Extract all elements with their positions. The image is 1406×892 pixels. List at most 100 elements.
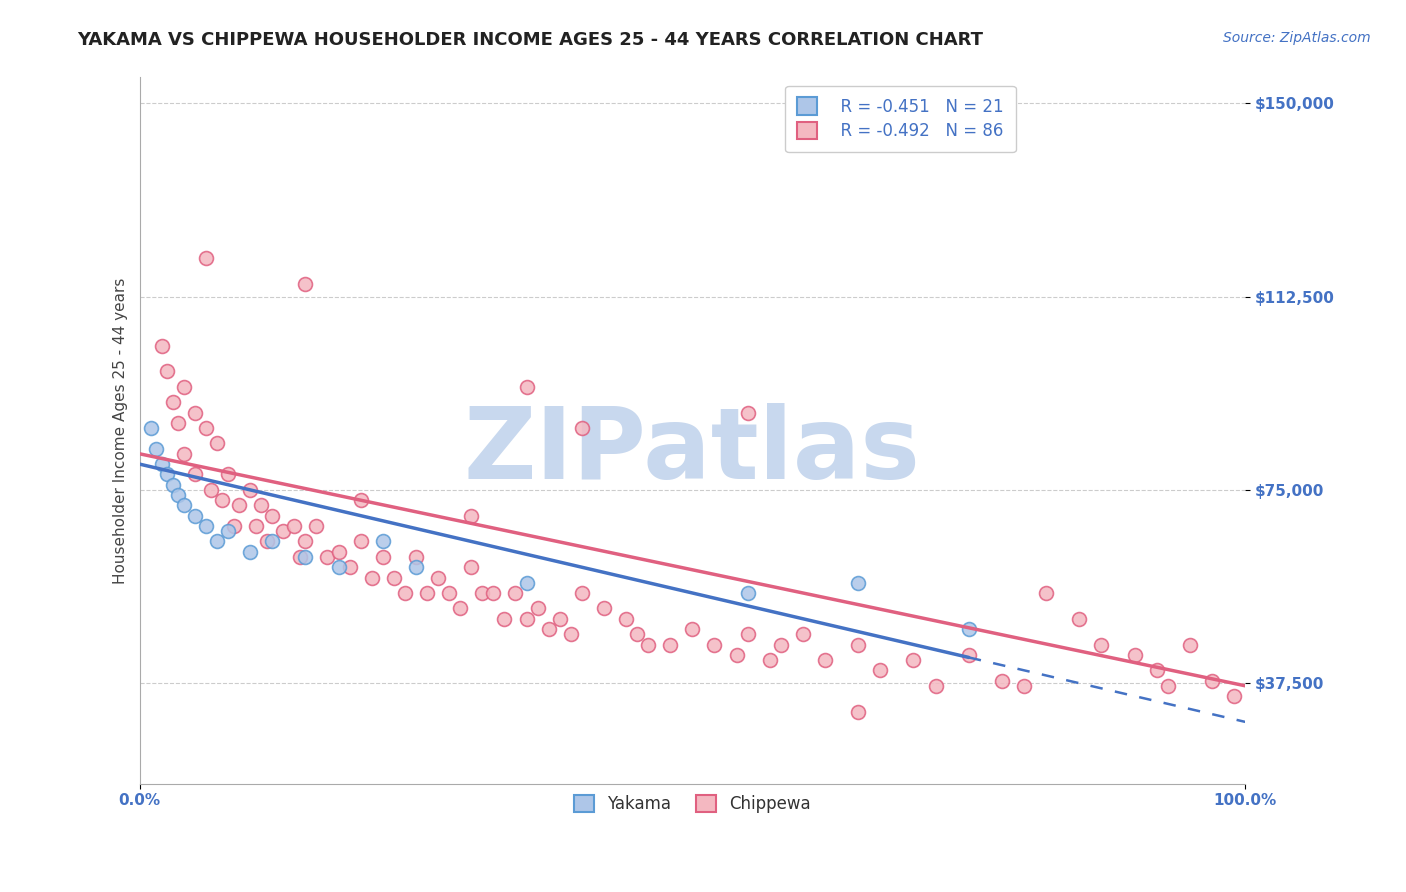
Point	[350, 493, 373, 508]
Point	[245, 519, 267, 533]
Point	[548, 612, 571, 626]
Text: ZIPatlas: ZIPatlas	[464, 403, 921, 500]
Point	[382, 570, 405, 584]
Point	[1223, 689, 1246, 703]
Point	[924, 679, 946, 693]
Point	[427, 570, 450, 584]
Point	[792, 627, 814, 641]
Point	[150, 338, 173, 352]
Point	[194, 421, 217, 435]
Point	[328, 545, 350, 559]
Point	[262, 534, 284, 549]
Point	[271, 524, 294, 538]
Point	[593, 601, 616, 615]
Point	[156, 467, 179, 482]
Point	[173, 499, 195, 513]
Point	[725, 648, 748, 662]
Point	[737, 586, 759, 600]
Point	[405, 560, 427, 574]
Point	[626, 627, 648, 641]
Point	[494, 612, 516, 626]
Point	[482, 586, 505, 600]
Point	[614, 612, 637, 626]
Point	[184, 405, 207, 419]
Point	[571, 421, 593, 435]
Point	[526, 601, 548, 615]
Point	[1090, 638, 1112, 652]
Point	[283, 519, 305, 533]
Point	[156, 364, 179, 378]
Point	[205, 534, 228, 549]
Point	[205, 436, 228, 450]
Point	[560, 627, 582, 641]
Point	[1069, 612, 1091, 626]
Point	[162, 395, 184, 409]
Point	[505, 586, 527, 600]
Point	[991, 673, 1014, 688]
Point	[1035, 586, 1057, 600]
Point	[659, 638, 682, 652]
Point	[957, 622, 980, 636]
Point	[846, 705, 869, 719]
Point	[1146, 663, 1168, 677]
Y-axis label: Householder Income Ages 25 - 44 years: Householder Income Ages 25 - 44 years	[114, 277, 128, 583]
Point	[515, 380, 537, 394]
Point	[222, 519, 245, 533]
Point	[239, 545, 262, 559]
Point	[957, 648, 980, 662]
Point	[460, 560, 482, 574]
Point	[371, 534, 394, 549]
Point	[637, 638, 659, 652]
Point	[515, 575, 537, 590]
Point	[328, 560, 350, 574]
Legend: Yakama, Chippewa: Yakama, Chippewa	[562, 783, 823, 825]
Point	[846, 575, 869, 590]
Point	[1012, 679, 1035, 693]
Point	[371, 549, 394, 564]
Point	[703, 638, 725, 652]
Point	[869, 663, 891, 677]
Point	[360, 570, 382, 584]
Point	[200, 483, 222, 497]
Point	[194, 251, 217, 265]
Point	[405, 549, 427, 564]
Point	[167, 488, 190, 502]
Point	[173, 380, 195, 394]
Point	[737, 627, 759, 641]
Point	[769, 638, 792, 652]
Point	[145, 442, 167, 456]
Point	[139, 421, 162, 435]
Point	[471, 586, 494, 600]
Point	[1157, 679, 1180, 693]
Point	[903, 653, 925, 667]
Point	[173, 447, 195, 461]
Text: Source: ZipAtlas.com: Source: ZipAtlas.com	[1223, 31, 1371, 45]
Point	[1201, 673, 1223, 688]
Point	[350, 534, 373, 549]
Point	[211, 493, 233, 508]
Point	[416, 586, 439, 600]
Point	[239, 483, 262, 497]
Point	[167, 416, 190, 430]
Point	[681, 622, 703, 636]
Point	[1123, 648, 1146, 662]
Point	[184, 467, 207, 482]
Point	[1178, 638, 1201, 652]
Point	[460, 508, 482, 523]
Point	[294, 534, 316, 549]
Point	[537, 622, 560, 636]
Point	[162, 477, 184, 491]
Point	[194, 519, 217, 533]
Point	[437, 586, 460, 600]
Text: YAKAMA VS CHIPPEWA HOUSEHOLDER INCOME AGES 25 - 44 YEARS CORRELATION CHART: YAKAMA VS CHIPPEWA HOUSEHOLDER INCOME AG…	[77, 31, 983, 49]
Point	[737, 405, 759, 419]
Point	[449, 601, 471, 615]
Point	[228, 499, 250, 513]
Point	[571, 586, 593, 600]
Point	[305, 519, 328, 533]
Point	[262, 508, 284, 523]
Point	[288, 549, 311, 564]
Point	[316, 549, 339, 564]
Point	[814, 653, 837, 667]
Point	[184, 508, 207, 523]
